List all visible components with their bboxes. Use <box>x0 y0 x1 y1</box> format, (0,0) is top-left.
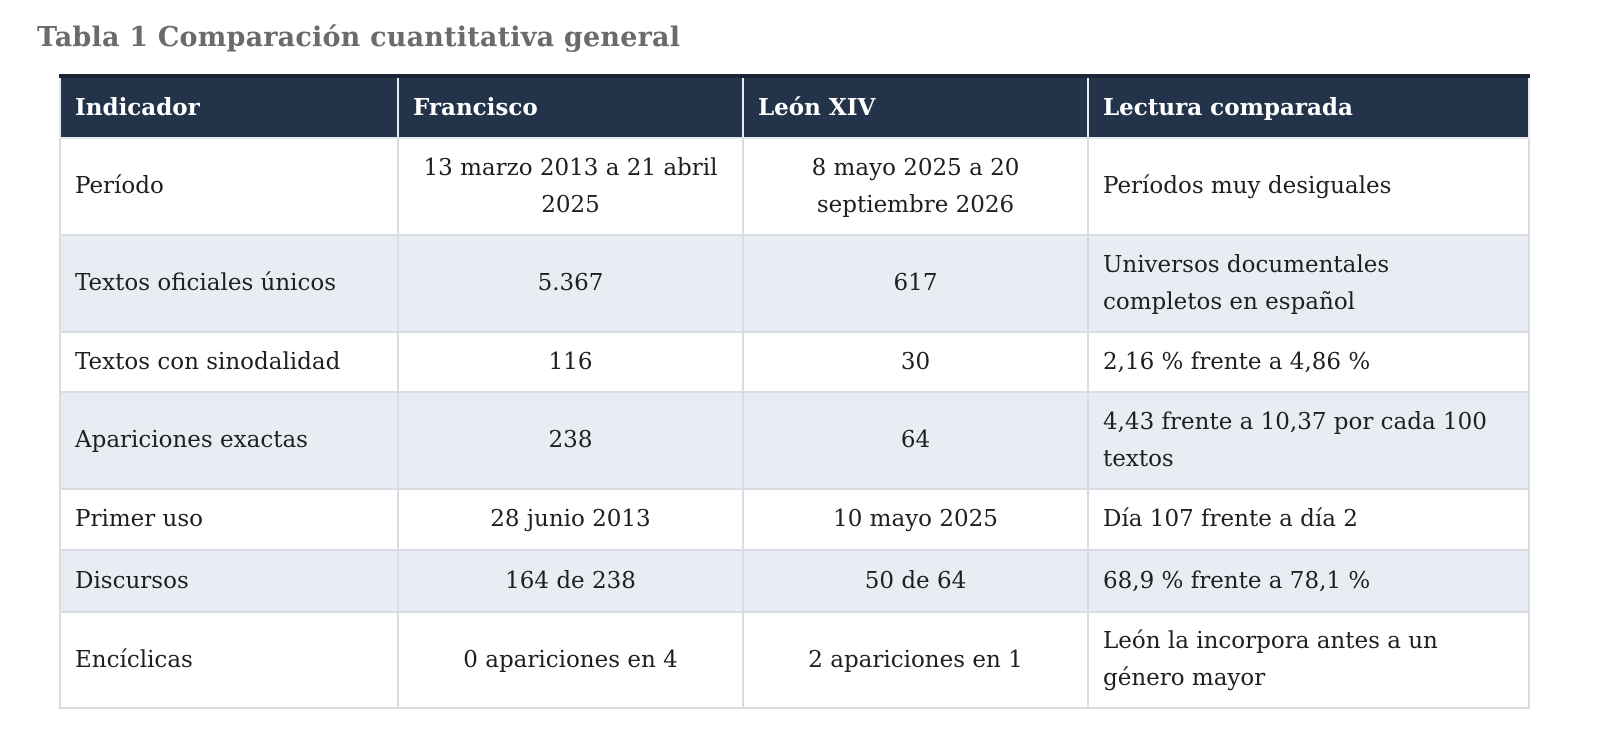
cell-francisco: 5.367 <box>397 234 744 333</box>
cell-indicador: Período <box>59 137 399 236</box>
cell-leon-xiv: 8 mayo 2025 a 20 septiembre 2026 <box>742 137 1089 236</box>
cell-francisco: 116 <box>397 331 744 393</box>
cell-francisco: 28 junio 2013 <box>397 488 744 551</box>
cell-indicador: Textos oficiales únicos <box>59 234 399 333</box>
cell-francisco: 0 apariciones en 4 <box>397 611 744 709</box>
cell-francisco: 13 marzo 2013 a 21 abril 2025 <box>397 137 744 236</box>
cell-indicador: Textos con sinodalidad <box>59 331 399 393</box>
table-header-row: Indicador Francisco León XIV Lectura com… <box>59 74 1530 139</box>
comparison-table: Indicador Francisco León XIV Lectura com… <box>59 74 1530 709</box>
table-row: Primer uso 28 junio 2013 10 mayo 2025 Dí… <box>59 488 1530 551</box>
table-row: Textos con sinodalidad 116 30 2,16 % fre… <box>59 331 1530 393</box>
comparison-table-container: Indicador Francisco León XIV Lectura com… <box>59 74 1530 709</box>
cell-leon-xiv: 2 apariciones en 1 <box>742 611 1089 709</box>
table-row: Textos oficiales únicos 5.367 617 Univer… <box>59 234 1530 333</box>
cell-leon-xiv: 617 <box>742 234 1089 333</box>
header-leon-xiv: León XIV <box>742 74 1089 139</box>
cell-indicador: Apariciones exactas <box>59 391 399 490</box>
cell-lectura: 68,9 % frente a 78,1 % <box>1087 549 1530 613</box>
cell-leon-xiv: 10 mayo 2025 <box>742 488 1089 551</box>
cell-leon-xiv: 30 <box>742 331 1089 393</box>
table-caption: Tabla 1 Comparación cuantitativa general <box>37 22 681 53</box>
cell-lectura: Períodos muy desiguales <box>1087 137 1530 236</box>
cell-indicador: Encíclicas <box>59 611 399 709</box>
header-francisco: Francisco <box>397 74 744 139</box>
table-row: Encíclicas 0 apariciones en 4 2 aparicio… <box>59 611 1530 709</box>
cell-lectura: 4,43 frente a 10,37 por cada 100 textos <box>1087 391 1530 490</box>
cell-francisco: 238 <box>397 391 744 490</box>
table-row: Apariciones exactas 238 64 4,43 frente a… <box>59 391 1530 490</box>
cell-francisco: 164 de 238 <box>397 549 744 613</box>
cell-lectura: Universos documentales completos en espa… <box>1087 234 1530 333</box>
cell-leon-xiv: 64 <box>742 391 1089 490</box>
table-row: Discursos 164 de 238 50 de 64 68,9 % fre… <box>59 549 1530 613</box>
cell-leon-xiv: 50 de 64 <box>742 549 1089 613</box>
cell-indicador: Primer uso <box>59 488 399 551</box>
table-row: Período 13 marzo 2013 a 21 abril 2025 8 … <box>59 137 1530 236</box>
cell-lectura: 2,16 % frente a 4,86 % <box>1087 331 1530 393</box>
header-indicador: Indicador <box>59 74 399 139</box>
cell-lectura: Día 107 frente a día 2 <box>1087 488 1530 551</box>
header-lectura-comparada: Lectura comparada <box>1087 74 1530 139</box>
cell-indicador: Discursos <box>59 549 399 613</box>
cell-lectura: León la incorpora antes a un género mayo… <box>1087 611 1530 709</box>
